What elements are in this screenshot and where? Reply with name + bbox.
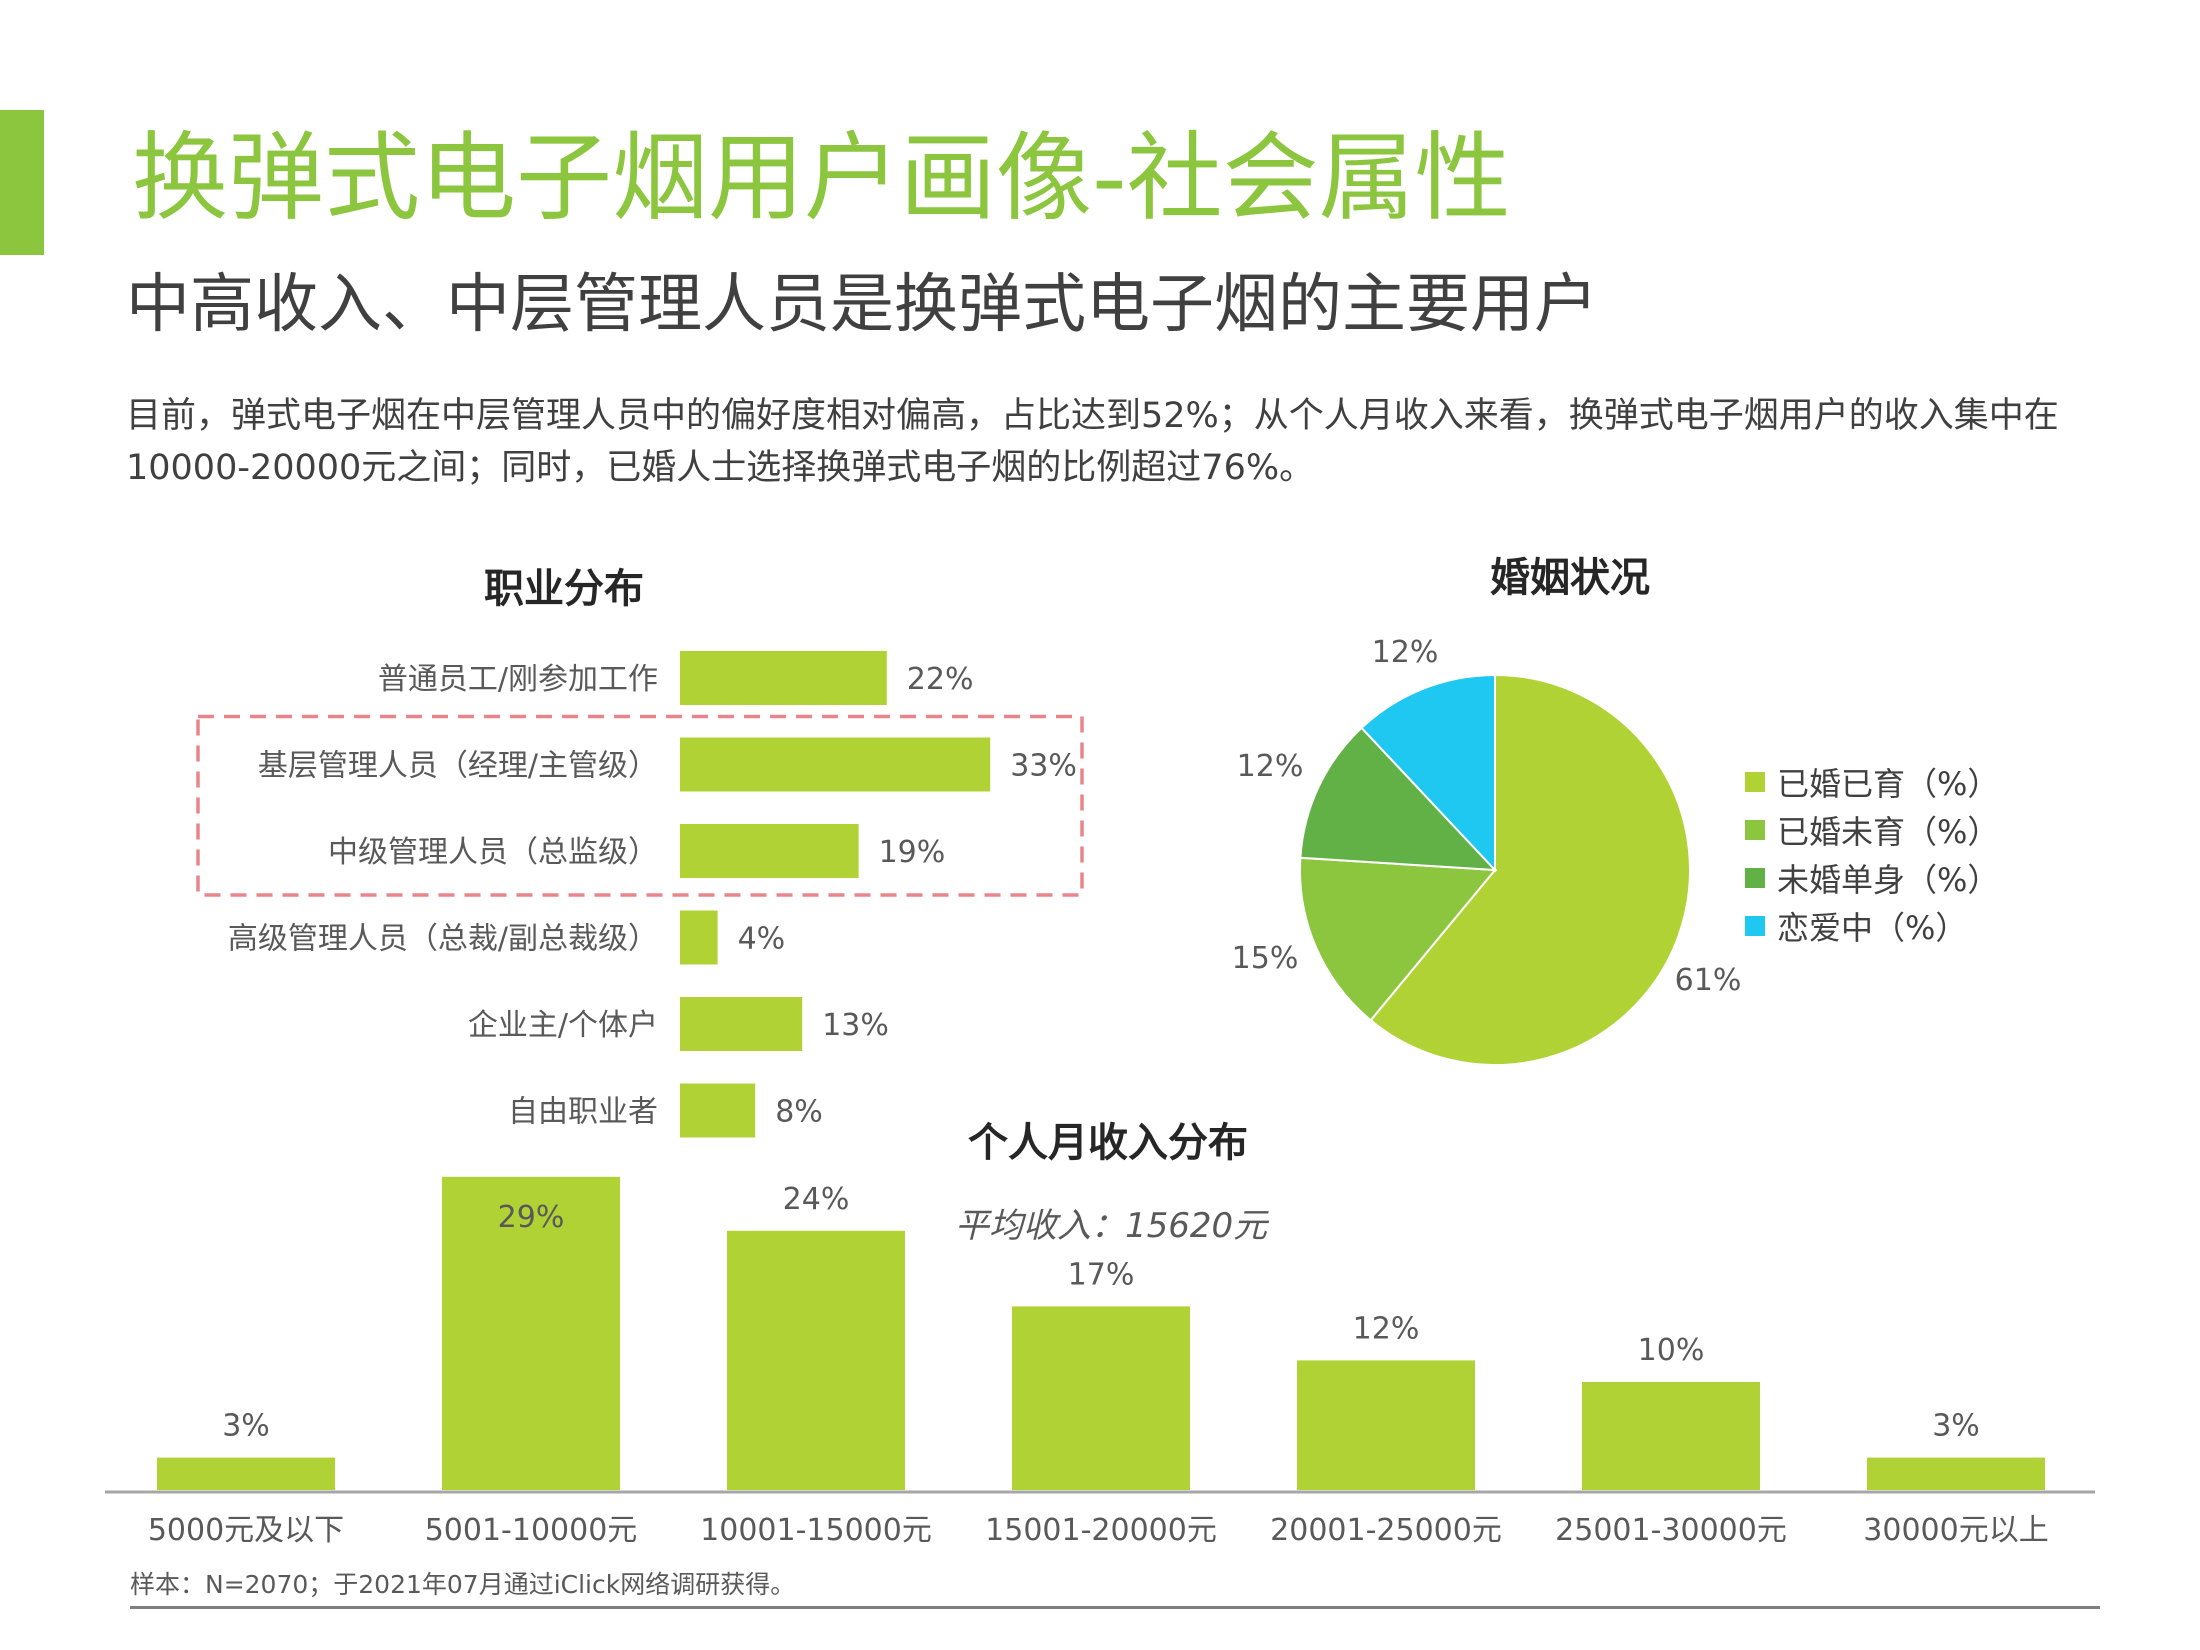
income-value-label: 12%	[1353, 1311, 1420, 1346]
income-bar	[157, 1457, 335, 1490]
occupation-category-label: 高级管理人员（总裁/副总裁级）	[228, 922, 658, 957]
description-text: 目前，弹式电子烟在中层管理人员中的偏好度相对偏高，占比达到52%；从个人月收入来…	[126, 396, 2059, 488]
income-value-label: 3%	[1932, 1409, 1980, 1444]
marriage-legend: 已婚已育（%） 已婚未育（%） 未婚单身（%） 恋爱中（%）	[1745, 758, 1999, 950]
legend-label: 已婚未育（%）	[1777, 813, 2000, 851]
income-category-label: 10001-15000元	[700, 1513, 932, 1548]
occupation-bar	[680, 737, 991, 792]
pie-value-label: 12%	[1372, 635, 1439, 670]
income-category-label: 30000元以上	[1863, 1513, 2048, 1548]
income-bar	[1297, 1360, 1475, 1490]
footnote: 样本：N=2070；于2021年07月通过iClick网络调研获得。	[130, 1570, 796, 1599]
income-average-label: 平均收入：15620元	[955, 1206, 1268, 1246]
pie-slice	[1360, 673, 1496, 873]
income-bar	[1867, 1457, 2045, 1490]
legend-label: 已婚已育（%）	[1777, 765, 2000, 803]
pie-value-label: 61%	[1675, 963, 1742, 998]
income-bar	[1012, 1306, 1190, 1490]
occupation-value-label: 4%	[738, 922, 786, 957]
occupation-bar	[680, 1083, 756, 1138]
occupation-category-label: 基层管理人员（经理/主管级）	[258, 749, 658, 784]
pie-slice	[1298, 856, 1498, 1022]
occupation-bar	[680, 651, 887, 705]
occupation-category-label: 企业主/个体户	[468, 1008, 658, 1043]
legend-label: 未婚单身（%）	[1777, 861, 2000, 899]
occupation-value-label: 33%	[1010, 749, 1077, 784]
legend-swatch	[1745, 820, 1765, 840]
page-subtitle: 中高收入、中层管理人员是换弹式电子烟的主要用户	[126, 268, 1598, 342]
income-category-label: 20001-25000元	[1270, 1513, 1502, 1548]
legend-item: 恋爱中（%）	[1745, 902, 1999, 950]
income-value-label: 29%	[498, 1200, 565, 1235]
pie-slice	[1369, 673, 1691, 1066]
income-chart-title: 个人月收入分布	[968, 1120, 1248, 1166]
legend-item: 已婚已育（%）	[1745, 758, 1999, 806]
occupation-value-label: 19%	[879, 835, 946, 870]
income-value-label: 10%	[1638, 1333, 1705, 1368]
occupation-category-label: 中级管理人员（总监级）	[328, 835, 658, 870]
occupation-bar	[680, 910, 718, 965]
legend-item: 已婚未育（%）	[1745, 806, 1999, 854]
pie-value-label: 15%	[1232, 941, 1299, 976]
accent-bar	[0, 110, 44, 255]
marriage-chart-title: 婚姻状况	[1490, 555, 1650, 601]
income-category-label: 5000元及以下	[148, 1513, 344, 1548]
pie-slice	[1299, 726, 1498, 872]
occupation-value-label: 13%	[822, 1008, 889, 1043]
occupation-value-label: 22%	[907, 662, 974, 697]
legend-swatch	[1745, 868, 1765, 888]
occupation-chart-title: 职业分布	[484, 566, 644, 612]
occupation-highlight-box	[196, 714, 1084, 897]
income-value-label: 17%	[1068, 1257, 1135, 1292]
page-title: 换弹式电子烟用户画像-社会属性	[132, 122, 1511, 234]
income-category-label: 25001-30000元	[1555, 1513, 1787, 1548]
occupation-category-label: 普通员工/刚参加工作	[378, 662, 658, 697]
occupation-category-label: 自由职业者	[508, 1095, 658, 1130]
income-bar	[442, 1176, 620, 1490]
legend-swatch	[1745, 916, 1765, 936]
pie-value-label: 12%	[1237, 749, 1304, 784]
income-bar	[727, 1230, 905, 1490]
occupation-bar	[680, 824, 859, 878]
income-value-label: 24%	[783, 1182, 850, 1217]
income-category-label: 15001-20000元	[985, 1513, 1217, 1548]
legend-item: 未婚单身（%）	[1745, 854, 1999, 902]
occupation-bar	[680, 997, 803, 1051]
legend-label: 恋爱中（%）	[1777, 909, 1968, 947]
footer-divider	[130, 1606, 2100, 1609]
income-category-label: 5001-10000元	[425, 1513, 638, 1548]
legend-swatch	[1745, 772, 1765, 792]
income-value-label: 3%	[222, 1409, 270, 1444]
occupation-value-label: 8%	[775, 1095, 823, 1130]
income-bar	[1582, 1382, 1760, 1490]
